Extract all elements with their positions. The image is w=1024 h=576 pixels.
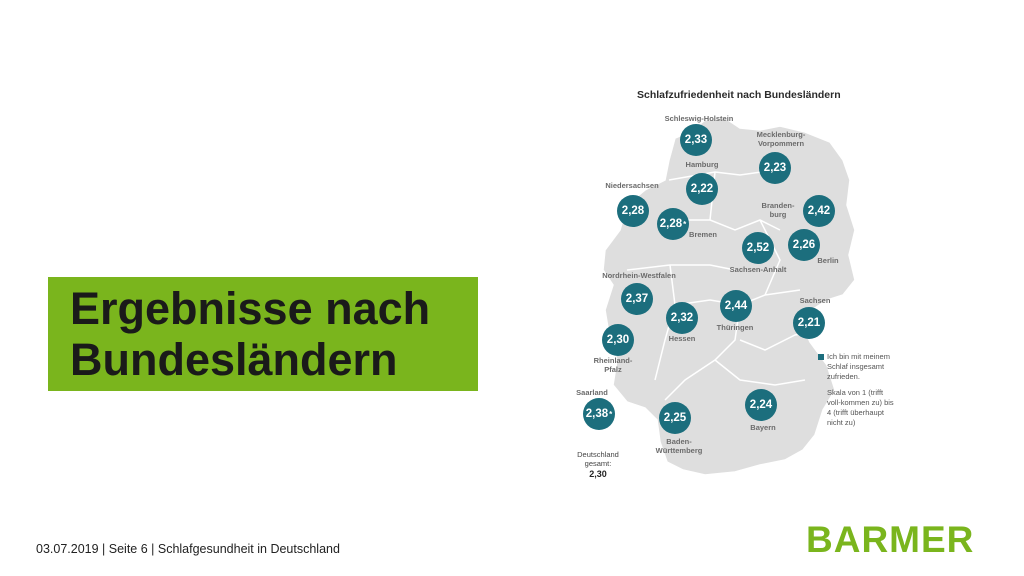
slide-footer: 03.07.2019 | Seite 6 | Schlafgesundheit … [36, 542, 340, 556]
state-score-value: 2,30 [606, 334, 630, 346]
state-label-baden-wuerttemberg: Baden-Württemberg [655, 437, 703, 455]
footnote-star: * [683, 219, 687, 229]
state-score-value: 2,25 [663, 412, 687, 424]
slide-title-box: Ergebnisse nach Bundesländern [48, 277, 478, 391]
state-score-schleswig-holstein: 2,33 [680, 124, 712, 156]
state-label-bremen: Bremen [689, 230, 717, 239]
state-score-value: 2,21 [797, 317, 821, 329]
state-score-value: 2,28 [659, 218, 683, 230]
germany-total-value: 2,30 [589, 469, 607, 479]
state-label-hamburg: Hamburg [685, 160, 719, 169]
state-score-hessen: 2,32 [666, 302, 698, 334]
slide-title-line1: Ergebnisse nach [70, 283, 431, 334]
state-score-value: 2,24 [749, 399, 773, 411]
state-score-value: 2,22 [690, 183, 714, 195]
state-label-schleswig-holstein: Schleswig-Holstein [664, 114, 734, 123]
state-label-sachsen: Sachsen [799, 296, 831, 305]
state-score-sachsen: 2,21 [793, 307, 825, 339]
legend-scale: Skala von 1 (trifft voll-kommen zu) bis … [827, 388, 894, 427]
state-label-brandenburg: Branden-burg [761, 201, 795, 219]
map-title: Schlafzufriedenheit nach Bundesländern [637, 89, 841, 101]
state-label-mecklenburg-vorpommern: Mecklenburg-Vorpommern [756, 130, 806, 148]
state-label-thueringen: Thüringen [716, 323, 754, 332]
state-score-value: 2,44 [724, 300, 748, 312]
state-score-bayern: 2,24 [745, 389, 777, 421]
state-label-bayern: Bayern [750, 423, 776, 432]
state-label-sachsen-anhalt: Sachsen-Anhalt [729, 265, 787, 274]
state-score-value: 2,37 [625, 293, 649, 305]
state-score-nordrhein-westfalen: 2,37 [621, 283, 653, 315]
state-label-saarland: Saarland [576, 388, 608, 397]
state-score-saarland: 2,38 * [583, 398, 615, 430]
state-label-nordrhein-westfalen: Nordrhein-Westfalen [602, 271, 676, 280]
state-score-brandenburg: 2,42 [803, 195, 835, 227]
state-label-rheinland-pfalz: Rheinland-Pfalz [593, 356, 633, 374]
state-score-bremen: 2,28 * [657, 208, 689, 240]
state-score-thueringen: 2,44 [720, 290, 752, 322]
footnote-star: * [609, 409, 613, 419]
state-label-niedersachsen: Niedersachsen [605, 181, 659, 190]
state-score-value: 2,23 [763, 162, 787, 174]
germany-map-shape [602, 117, 856, 476]
state-score-value: 2,32 [670, 312, 694, 324]
slide-title-line2: Bundesländern [70, 334, 398, 385]
germany-map-infographic: Schlafzufriedenheit nach Bundesländern S… [565, 80, 905, 490]
germany-total-label: Deutschland gesamt: [577, 450, 619, 468]
state-score-value: 2,33 [684, 134, 708, 146]
germany-total: Deutschland gesamt: 2,30 [573, 450, 623, 479]
state-score-value: 2,52 [746, 242, 770, 254]
state-score-sachsen-anhalt: 2,52 [742, 232, 774, 264]
legend-text: Ich bin mit meinem Schlaf insgesamt zufr… [827, 352, 890, 381]
state-score-niedersachsen: 2,28 [617, 195, 649, 227]
state-score-value: 2,38 [585, 408, 609, 420]
state-score-value: 2,42 [807, 205, 831, 217]
state-score-value: 2,26 [792, 239, 816, 251]
legend: Ich bin mit meinem Schlaf insgesamt zufr… [818, 352, 906, 428]
legend-swatch [818, 354, 824, 360]
state-score-rheinland-pfalz: 2,30 [602, 324, 634, 356]
state-label-hessen: Hessen [668, 334, 696, 343]
state-score-baden-wuerttemberg: 2,25 [659, 402, 691, 434]
state-score-value: 2,28 [621, 205, 645, 217]
state-score-hamburg: 2,22 [686, 173, 718, 205]
state-score-mecklenburg-vorpommern: 2,23 [759, 152, 791, 184]
state-score-berlin: 2,26 [788, 229, 820, 261]
state-label-berlin: Berlin [817, 256, 839, 265]
barmer-logo: BARMER [806, 519, 975, 560]
